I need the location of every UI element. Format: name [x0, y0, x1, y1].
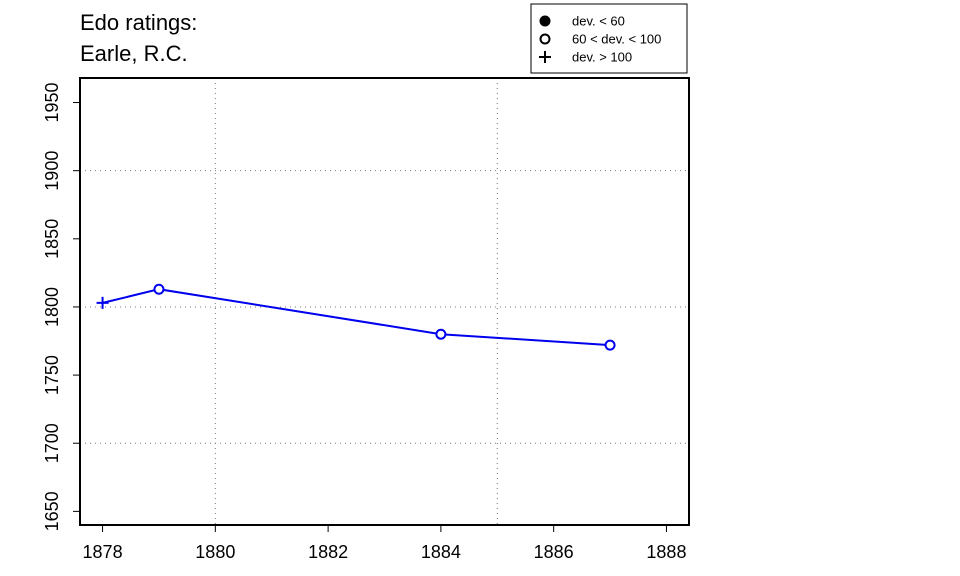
data-markers — [96, 283, 616, 351]
legend-label-0: dev. < 60 — [572, 14, 625, 29]
y-tick-label-6: 1950 — [42, 83, 62, 123]
y-tick-label-2: 1750 — [42, 355, 62, 395]
legend-box — [530, 3, 688, 74]
legend-marker-0 — [539, 15, 551, 27]
grid-lines — [80, 78, 689, 525]
y-tick-label-0: 1650 — [42, 491, 62, 531]
y-tick-label-5: 1900 — [42, 151, 62, 191]
chart-title-line-2: Earle, R.C. — [80, 41, 188, 66]
series-line — [102, 288, 611, 347]
legend-label-1: 60 < dev. < 100 — [572, 32, 661, 47]
legend-marker-2 — [539, 51, 551, 63]
series-line-0 — [102, 288, 611, 347]
x-tick-label-2: 1882 — [308, 542, 348, 562]
x-tick-label-1: 1880 — [195, 542, 235, 562]
y-tick-label-3: 1800 — [42, 287, 62, 327]
y-tick-label-4: 1850 — [42, 219, 62, 259]
x-tick-label-4: 1886 — [534, 542, 574, 562]
data-point-1 — [153, 283, 165, 295]
x-tick-label-5: 1888 — [646, 542, 686, 562]
data-point-3 — [604, 339, 616, 351]
data-point-0 — [96, 296, 109, 309]
x-tick-label-3: 1884 — [421, 542, 461, 562]
chart-title-line-1: Edo ratings: — [80, 10, 197, 35]
x-tick-label-0: 1878 — [83, 542, 123, 562]
plot-frame — [79, 77, 690, 526]
legend: dev. < 60 60 < dev. < 100 dev. > 100 — [530, 3, 688, 74]
axes: 1878 1880 1882 1884 1886 1888 1650 1700 1750 1800… — [42, 83, 686, 562]
y-tick-label-1: 1700 — [42, 423, 62, 463]
legend-marker-1 — [539, 33, 551, 45]
data-point-2 — [435, 328, 447, 340]
legend-label-2: dev. > 100 — [572, 50, 632, 65]
